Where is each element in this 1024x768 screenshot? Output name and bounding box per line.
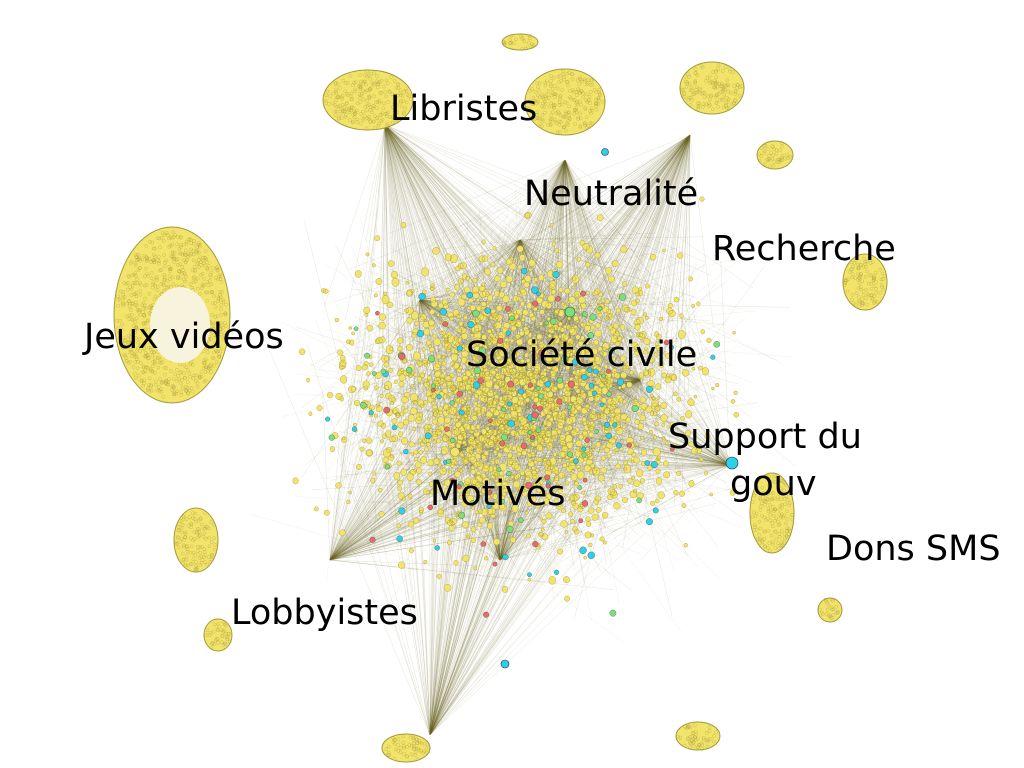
- cluster-dons-sms-texture: [750, 474, 795, 553]
- cluster-recherche-right-texture: [842, 256, 887, 308]
- cluster-top: [501, 33, 539, 51]
- hub-motives: [450, 447, 460, 457]
- cluster-bottom-right: [675, 721, 721, 751]
- cluster-bottom-texture: [384, 734, 430, 761]
- cluster-bottom-right-texture: [676, 723, 718, 751]
- cluster-left-low: [173, 507, 219, 573]
- hub-societe-civile: [564, 306, 576, 318]
- nodes-red: [369, 290, 675, 618]
- cluster-top-right-texture: [680, 63, 744, 111]
- cluster-lobbyistes-small-texture: [204, 620, 232, 650]
- cluster-neutralite-top-texture: [526, 69, 605, 135]
- hub-neutralite: [601, 148, 609, 156]
- cluster-recherche-right: [842, 253, 888, 311]
- network-clusters: [113, 33, 888, 763]
- cluster-top-texture: [501, 34, 535, 51]
- cluster-libristes-top-texture: [323, 69, 413, 130]
- nodes-green: [328, 293, 720, 617]
- cluster-far-right-texture: [818, 597, 840, 621]
- network-nodes: [292, 148, 740, 669]
- cluster-left-low-texture: [173, 511, 218, 572]
- hub-support-du-gouv: [725, 456, 739, 470]
- cluster-dons-sms: [749, 472, 795, 554]
- hub-bottom: [500, 659, 510, 669]
- cluster-jeux-videos-center: [150, 287, 210, 363]
- cluster-right-top-texture: [757, 141, 792, 169]
- cluster-far-right: [817, 597, 843, 623]
